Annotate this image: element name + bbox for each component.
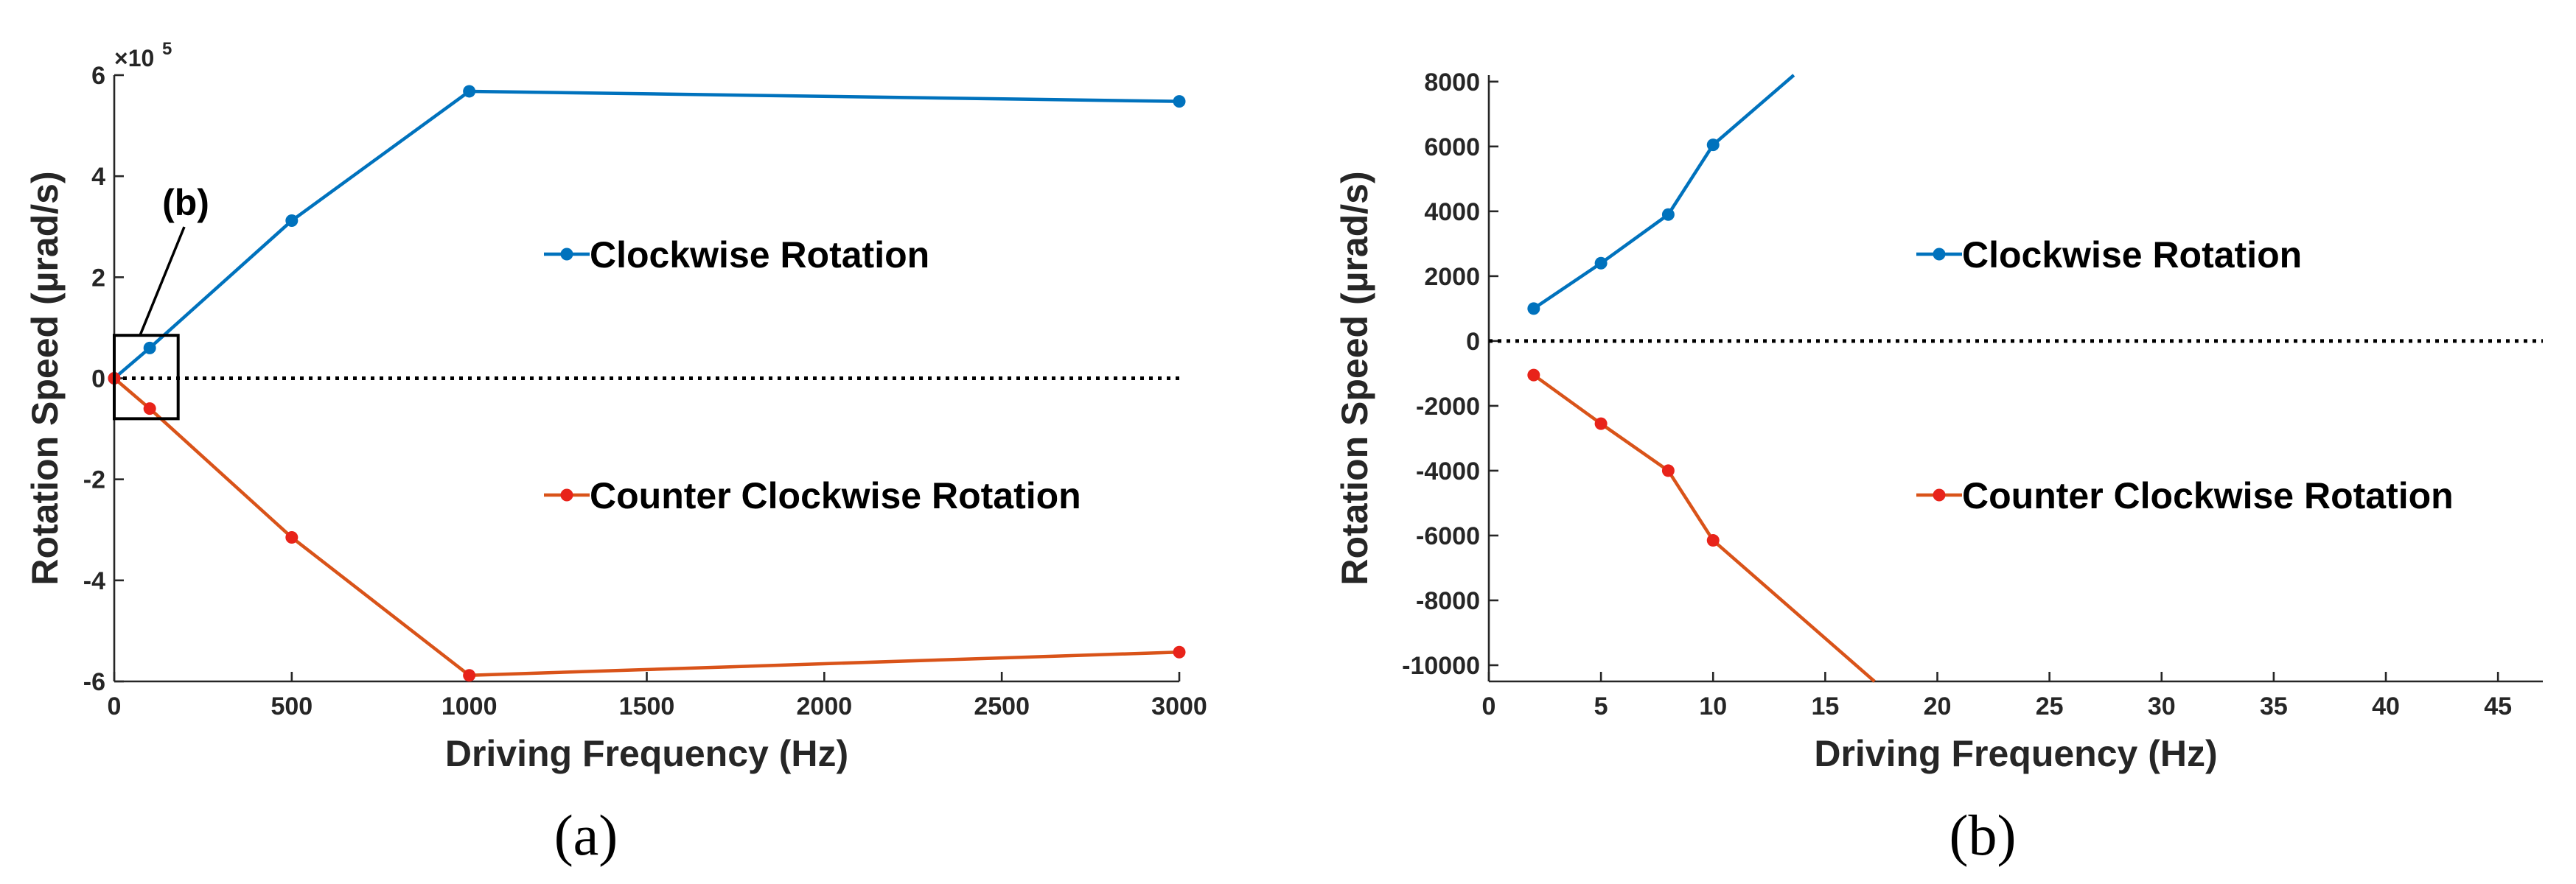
zoom-annotation-label: (b) [162, 182, 209, 223]
series-point-counter-clockwise [143, 402, 156, 415]
y-tick-label: 6 [91, 62, 105, 90]
x-axis-title: Driving Frequency (Hz) [1814, 733, 2217, 774]
x-tick-label: 40 [2372, 692, 2400, 720]
y-exponent-power: 5 [162, 39, 172, 59]
series-point-counter-clockwise [463, 669, 476, 682]
series-point-clockwise [1594, 256, 1608, 270]
y-tick-label: 4 [91, 163, 105, 191]
series-point-counter-clockwise [1661, 464, 1675, 477]
series-point-clockwise [1706, 138, 1720, 152]
series-line-counter-clockwise [1532, 373, 1876, 683]
legend-label: Clockwise Rotation [590, 234, 929, 276]
y-axis-title: Rotation Speed (µrad/s) [1334, 171, 1375, 585]
x-tick-label: 0 [1482, 692, 1496, 720]
subfigure-caption: (a) [554, 803, 618, 867]
legend-label: Counter Clockwise Rotation [590, 475, 1081, 516]
legend-swatch-marker [560, 488, 573, 502]
series-point-counter-clockwise [285, 531, 299, 544]
y-tick-label: 6000 [1424, 133, 1480, 161]
series-point-clockwise [1661, 208, 1675, 221]
y-tick-label: 2 [91, 264, 105, 292]
series-point-clockwise [463, 85, 476, 98]
chart-a: 0 500 1000 1500 2000 2500 3000 -6 -4 -2 0 2 4 6 ×10 5 Cl… [24, 39, 1207, 867]
series-point-counter-clockwise [1527, 368, 1540, 382]
legend-swatch-marker [560, 248, 573, 261]
series-point-counter-clockwise [1594, 417, 1608, 430]
y-tick-label: -8000 [1416, 587, 1480, 615]
series-line-counter-clockwise [113, 376, 1180, 678]
x-tick-label: 35 [2260, 692, 2288, 720]
series-point-counter-clockwise [1173, 645, 1186, 659]
x-tick-label: 30 [2148, 692, 2176, 720]
y-tick-label: -4 [83, 567, 105, 595]
series-point-clockwise [143, 341, 156, 354]
x-tick-label: 2000 [797, 692, 853, 720]
legend-label: Counter Clockwise Rotation [1962, 475, 2454, 516]
series-point-clockwise [285, 214, 299, 228]
legend-swatch-marker [1933, 248, 1946, 261]
zoom-callout-line [139, 226, 186, 336]
series-point-clockwise [1173, 95, 1186, 108]
y-exponent-label: ×10 [114, 45, 154, 71]
legend-swatch-marker [1933, 488, 1946, 502]
chart-b: 0 5 10 15 20 25 30 35 40 45 -10000 -8000 -6000 -4000 -… [1334, 69, 2543, 867]
x-tick-label: 45 [2484, 692, 2512, 720]
x-tick-label: 2500 [974, 692, 1030, 720]
x-tick-label: 0 [108, 692, 122, 720]
y-tick-label: -6000 [1416, 522, 1480, 550]
series-line-clockwise [1532, 74, 1795, 310]
series-point-counter-clockwise [1706, 534, 1720, 547]
x-tick-label: 1500 [619, 692, 675, 720]
x-tick-label: 15 [1811, 692, 1839, 720]
y-tick-label: -6 [83, 668, 105, 696]
x-tick-label: 5 [1594, 692, 1608, 720]
y-tick-label: 2000 [1424, 263, 1480, 291]
y-tick-label: -10000 [1402, 652, 1480, 680]
y-tick-label: -2 [83, 466, 105, 494]
x-tick-label: 1000 [441, 692, 498, 720]
subfigure-caption: (b) [1950, 803, 2017, 867]
y-axis-title: Rotation Speed (µrad/s) [24, 171, 66, 585]
x-tick-label: 3000 [1151, 692, 1207, 720]
x-tick-label: 20 [1924, 692, 1952, 720]
y-tick-label: 8000 [1424, 69, 1480, 97]
zoom-region-box [113, 334, 180, 421]
y-tick-label: -4000 [1416, 457, 1480, 485]
y-tick-label: -2000 [1416, 393, 1480, 421]
x-axis-title: Driving Frequency (Hz) [445, 733, 848, 774]
x-tick-label: 10 [1699, 692, 1727, 720]
x-tick-label: 25 [2036, 692, 2064, 720]
x-tick-label: 500 [270, 692, 313, 720]
y-tick-label: 0 [91, 365, 105, 393]
y-tick-label: 4000 [1424, 198, 1480, 226]
legend-label: Clockwise Rotation [1962, 234, 2302, 276]
series-point-clockwise [1527, 302, 1540, 315]
y-tick-label: 0 [1466, 328, 1480, 356]
